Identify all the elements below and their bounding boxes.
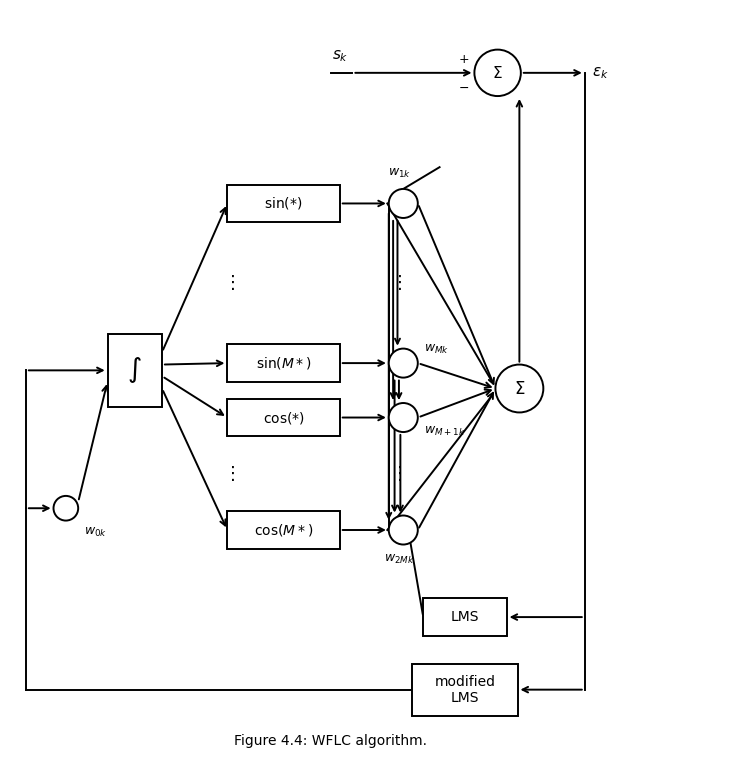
- Text: +: +: [459, 54, 469, 66]
- Circle shape: [474, 50, 521, 96]
- Text: $w_{1k}$: $w_{1k}$: [388, 167, 411, 180]
- Circle shape: [495, 364, 543, 413]
- Bar: [228, 511, 340, 549]
- Text: ⋮: ⋮: [224, 465, 241, 483]
- Text: $w_{Mk}$: $w_{Mk}$: [424, 343, 448, 356]
- Text: $s_k$: $s_k$: [333, 48, 349, 64]
- Circle shape: [389, 515, 418, 545]
- Text: modified
LMS: modified LMS: [435, 674, 495, 705]
- Text: $\sin(M*)$: $\sin(M*)$: [255, 355, 311, 371]
- Bar: [424, 598, 506, 636]
- Bar: [108, 334, 162, 406]
- Bar: [228, 344, 340, 382]
- Text: Figure 4.4: WFLC algorithm.: Figure 4.4: WFLC algorithm.: [234, 733, 427, 747]
- Text: $w_{2Mk}$: $w_{2Mk}$: [385, 553, 415, 566]
- Text: $\cos(*)$: $\cos(*)$: [263, 409, 305, 426]
- Text: ⋮: ⋮: [390, 274, 409, 292]
- Circle shape: [389, 349, 418, 378]
- Text: $\varepsilon_k$: $\varepsilon_k$: [592, 65, 608, 81]
- Text: LMS: LMS: [451, 610, 479, 624]
- Circle shape: [389, 189, 418, 218]
- Text: $\int$: $\int$: [128, 355, 142, 385]
- Bar: [413, 664, 517, 716]
- Text: $\Sigma$: $\Sigma$: [514, 379, 525, 398]
- Text: $w_{0k}$: $w_{0k}$: [84, 526, 107, 539]
- Bar: [228, 185, 340, 222]
- Text: $\Sigma$: $\Sigma$: [493, 64, 503, 81]
- Text: $\cos(M*)$: $\cos(M*)$: [254, 522, 313, 538]
- Text: ⋮: ⋮: [390, 465, 409, 483]
- Text: $-$: $-$: [458, 81, 469, 94]
- Circle shape: [54, 496, 79, 521]
- Text: $\sin(*)$: $\sin(*)$: [264, 196, 302, 211]
- Circle shape: [389, 403, 418, 432]
- Bar: [228, 399, 340, 437]
- Text: $w_{M+1k}$: $w_{M+1k}$: [424, 425, 465, 438]
- Text: ⋮: ⋮: [224, 274, 241, 292]
